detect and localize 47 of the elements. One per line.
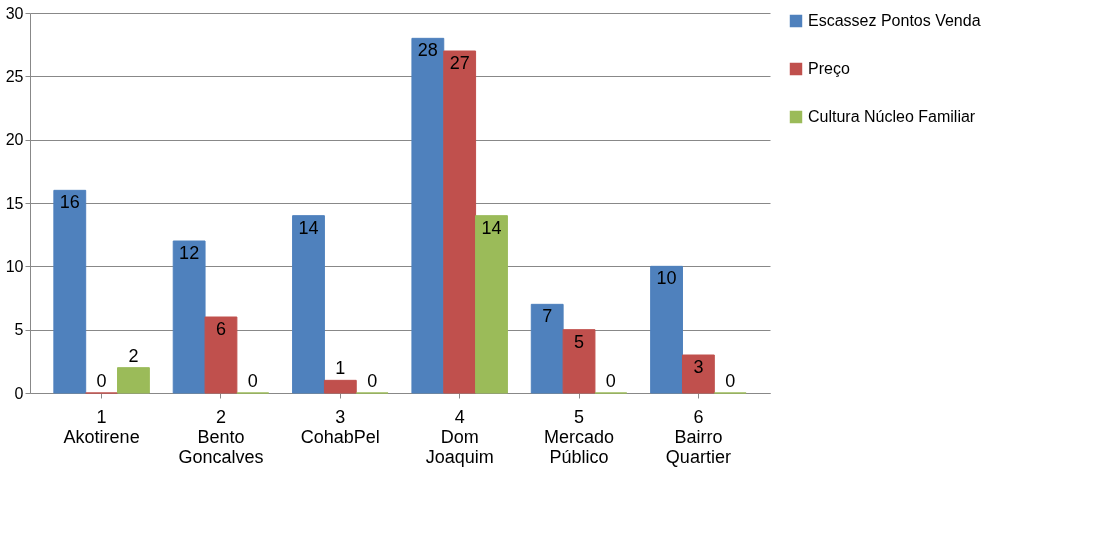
data-label: 5 [574, 331, 585, 352]
bar [204, 316, 238, 394]
bar [681, 354, 715, 394]
data-label: 1 [335, 358, 346, 379]
bar [53, 189, 87, 394]
data-label: 12 [179, 243, 200, 263]
y-tick-label: 5 [14, 321, 24, 339]
data-label: 28 [417, 40, 438, 61]
bar [475, 215, 508, 394]
data-label: 0 [725, 371, 736, 391]
data-label: 0 [96, 371, 107, 391]
x-tick-label: 2 Bento Goncalves [178, 406, 264, 467]
bar [530, 303, 564, 394]
y-tick-label: 30 [5, 4, 24, 22]
y-tick-label: 0 [14, 384, 24, 402]
data-label: 0 [247, 371, 258, 391]
bar [172, 240, 206, 394]
x-tick-label: 6 Bairro Quartier [665, 406, 731, 467]
bar [443, 50, 477, 394]
bar [292, 215, 325, 394]
data-label: 7 [542, 306, 553, 327]
data-label: 27 [449, 53, 470, 73]
legend-label: Preço [808, 60, 850, 77]
data-label: 2 [128, 345, 139, 366]
y-tick-label: 20 [5, 131, 24, 149]
data-label: 14 [298, 217, 319, 238]
data-label: 10 [656, 268, 677, 289]
data-label: 0 [367, 371, 378, 391]
data-label: 16 [59, 192, 80, 213]
bar [323, 379, 357, 394]
data-label: 14 [481, 217, 502, 238]
legend-label: Cultura Núcleo Familiar [808, 108, 976, 125]
bar [117, 367, 150, 394]
x-tick-label: 3 CohabPel [300, 406, 380, 447]
data-label: 6 [215, 319, 226, 339]
data-label: 3 [693, 357, 704, 377]
bar [562, 329, 596, 394]
x-tick-label: 1 Akotirene [63, 406, 140, 447]
bar [411, 37, 445, 394]
y-tick-label: 10 [5, 257, 24, 275]
legend-label: Escassez Pontos Venda [808, 12, 981, 29]
y-tick-label: 15 [5, 194, 24, 212]
x-tick-label: 5 Mercado Público [544, 406, 615, 467]
y-tick-label: 25 [5, 67, 24, 85]
bar [650, 265, 683, 394]
data-label: 0 [605, 371, 616, 391]
x-tick-label: 4 Dom Joaquim [425, 406, 494, 467]
